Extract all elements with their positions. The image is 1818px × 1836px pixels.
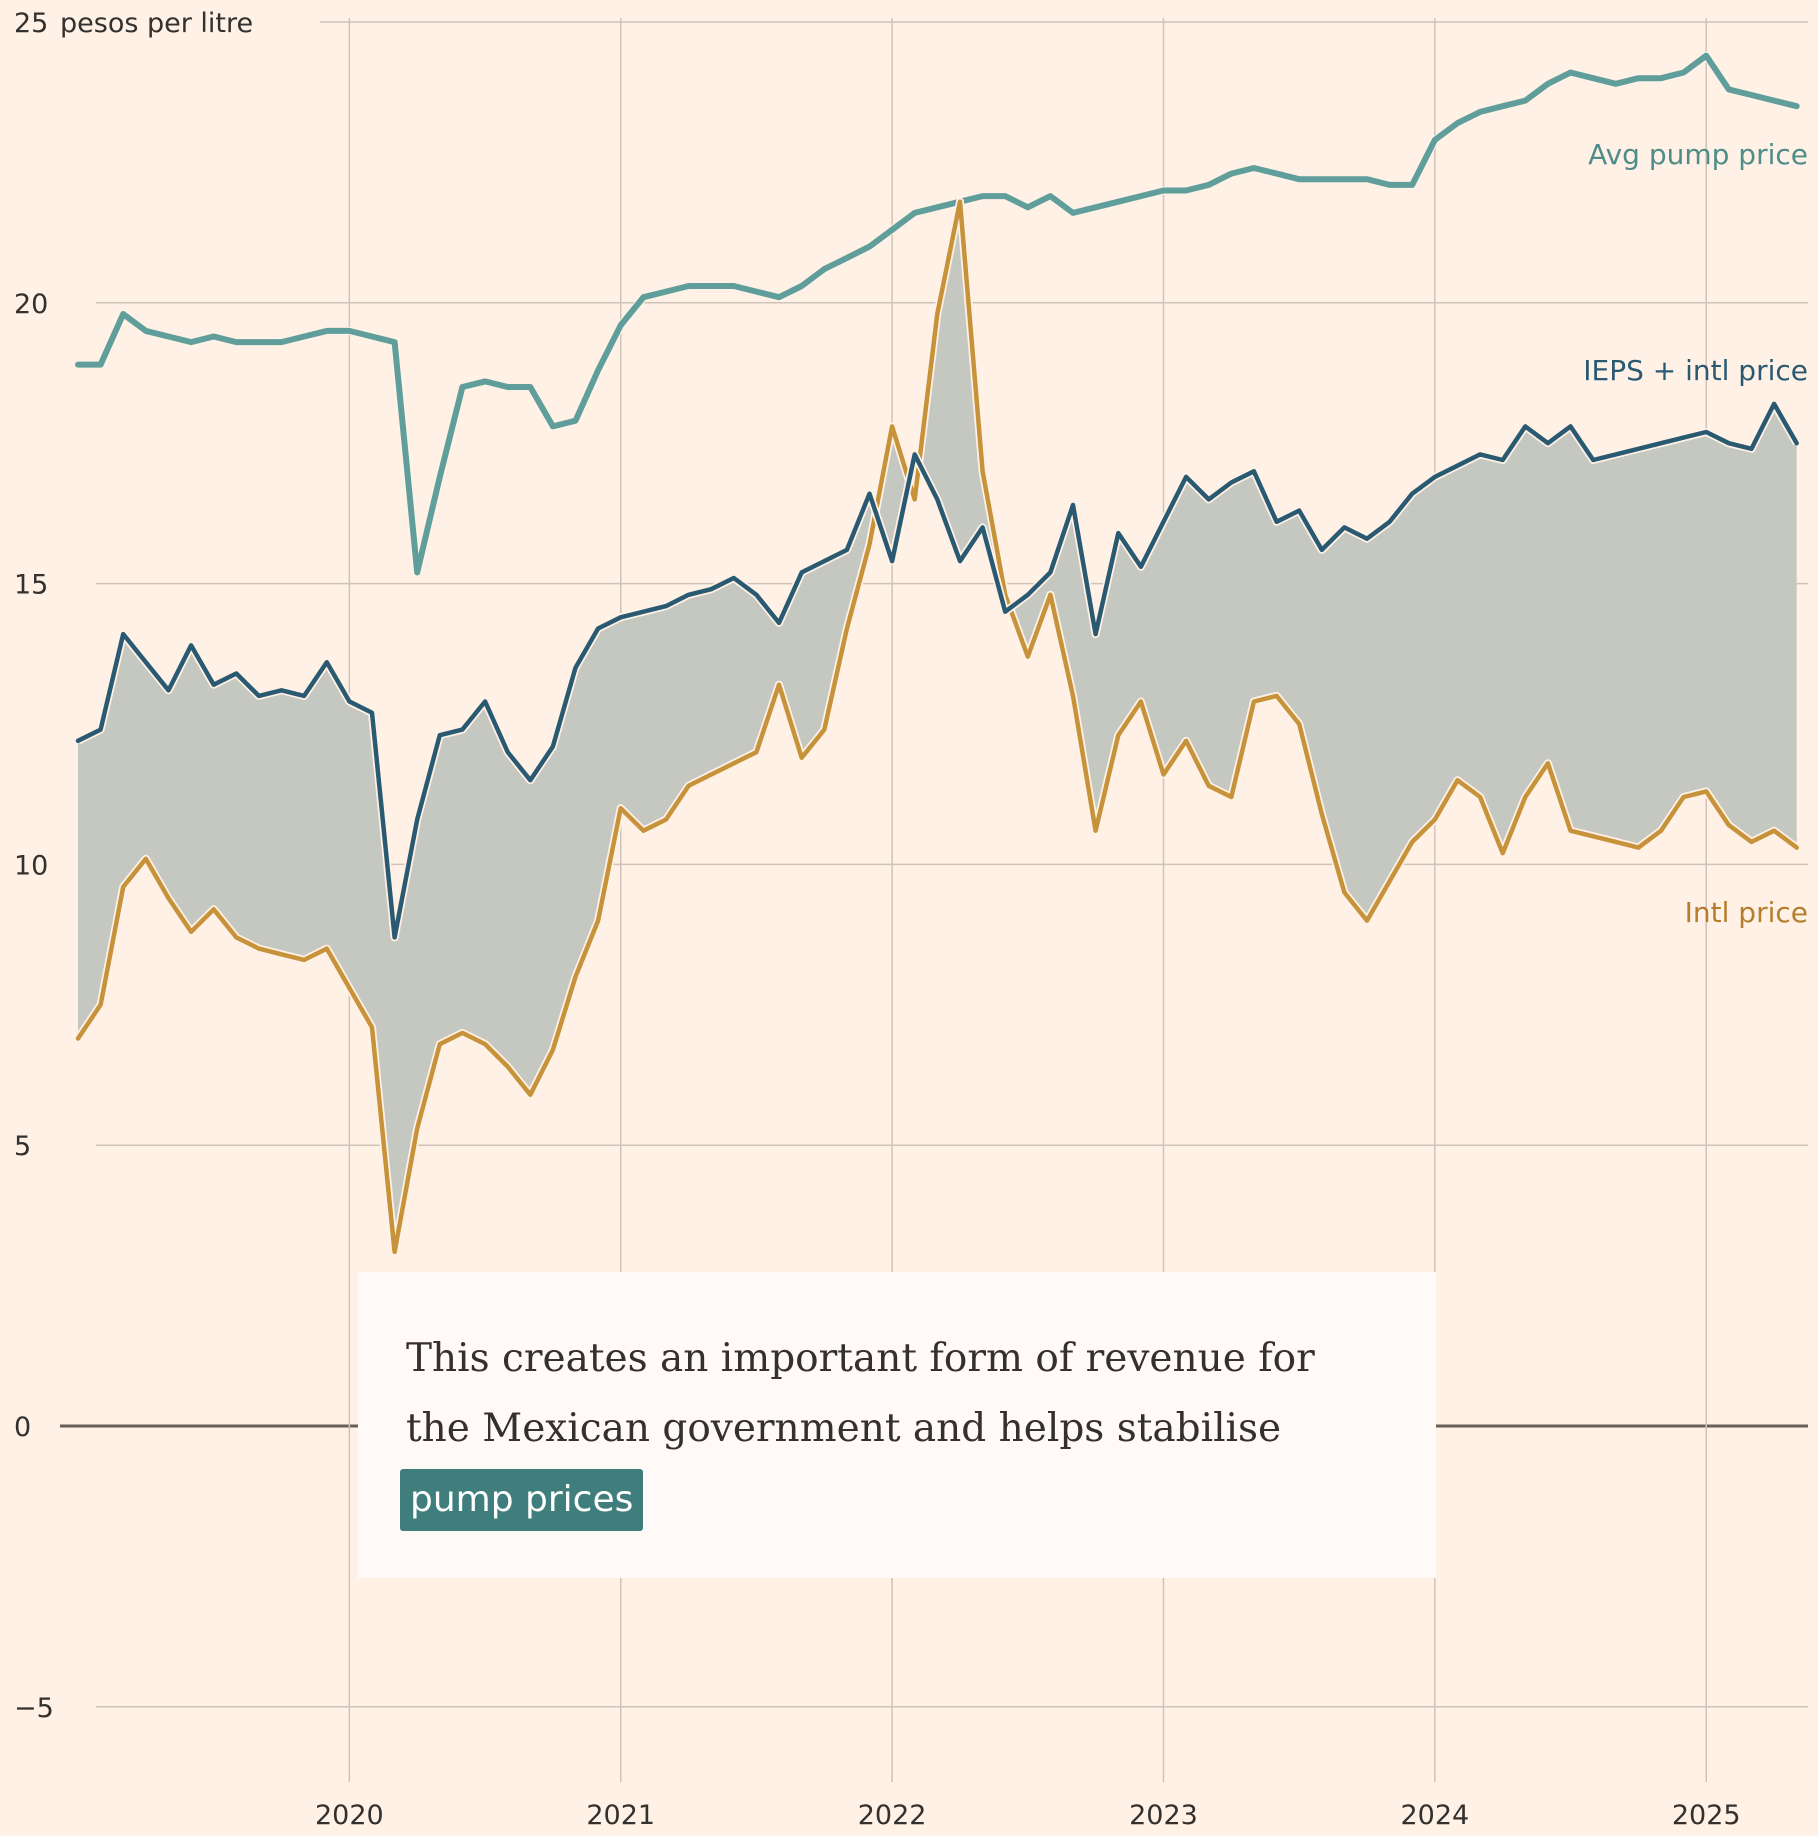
series-lines	[74, 51, 1801, 1256]
x-tick-label: 2020	[315, 1800, 384, 1831]
y-tick-label: 5	[14, 1131, 31, 1162]
y-tick-label: −5	[14, 1693, 54, 1724]
annotation-box: This creates an important form of revenu…	[358, 1272, 1436, 1578]
intl-price-label: Intl price	[1685, 896, 1808, 929]
y-tick-label: 0	[14, 1412, 31, 1443]
y-axis-unit-label: pesos per litre	[60, 8, 253, 39]
x-tick-label: 2021	[586, 1800, 655, 1831]
x-tick-label: 2025	[1672, 1800, 1741, 1831]
y-tick-label: 15	[14, 570, 48, 601]
avg-pump-price-label: Avg pump price	[1588, 138, 1808, 171]
annotation-body: This creates an important form of revenu…	[406, 1336, 1315, 1451]
annotation-highlight: pump prices	[400, 1469, 644, 1531]
y-tick-label: 25	[14, 8, 48, 39]
intl-price-line	[75, 199, 1799, 1255]
ieps-intl-price-line	[75, 401, 1799, 940]
y-tick-label: 10	[14, 850, 48, 881]
x-tick-label: 2023	[1129, 1800, 1198, 1831]
ieps-shaded-area	[78, 201, 1797, 1252]
shaded-area	[78, 201, 1797, 1252]
annotation-text: This creates an important form of revenu…	[400, 1324, 1388, 1534]
y-tick-label: 20	[14, 289, 48, 320]
ieps-intl-price-label: IEPS + intl price	[1583, 354, 1808, 387]
avg-pump-price-line	[75, 52, 1800, 576]
labels: 2020 2021 2022 2023 2024 2025 25 20 15 10 5 0 −5 peso…	[14, 8, 1808, 1831]
x-tick-label: 2024	[1401, 1800, 1470, 1831]
x-tick-label: 2022	[858, 1800, 927, 1831]
